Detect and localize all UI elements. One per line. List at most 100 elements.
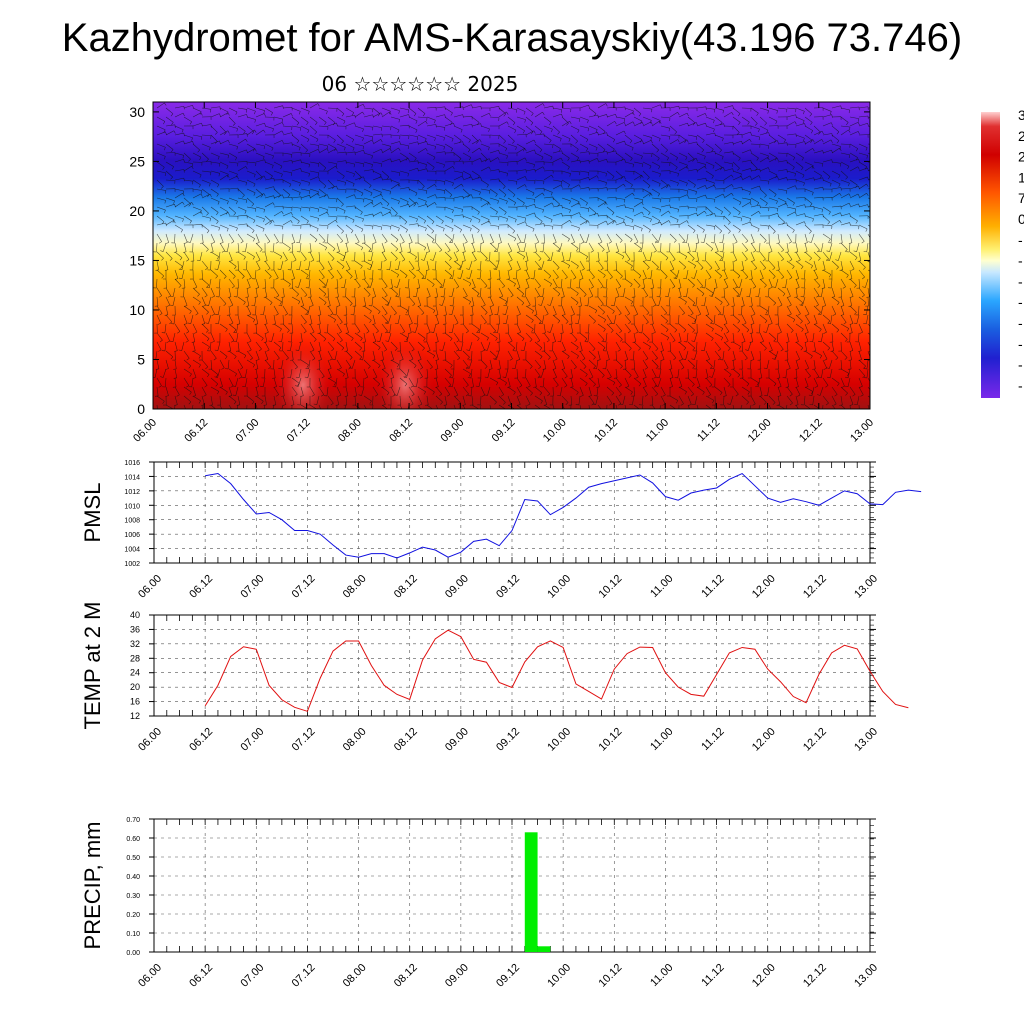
wind-barb-flag: [638, 275, 642, 279]
wind-barb: [192, 386, 196, 396]
wind-barb: [849, 323, 853, 333]
wind-barb: [489, 269, 492, 279]
wind-barb: [696, 113, 706, 118]
wind-barb: [201, 323, 209, 331]
wind-barb: [579, 197, 588, 204]
wind-barb: [345, 122, 355, 127]
wind-barb-flag: [810, 265, 813, 269]
wind-barb-flag: [630, 184, 633, 188]
wind-barb: [821, 242, 824, 252]
wind-barb: [687, 278, 695, 286]
wind-barb-flag: [750, 359, 755, 361]
wind-barb-flag: [398, 172, 401, 176]
wind-barb: [441, 296, 446, 306]
wind-barb: [381, 158, 391, 163]
wind-barb: [462, 314, 464, 324]
wind-barb: [840, 377, 845, 387]
wind-barb-flag: [855, 148, 858, 152]
wind-barb-flag: [741, 187, 743, 191]
wind-barb-flag: [600, 286, 604, 289]
wind-barb: [759, 125, 769, 131]
wind-barb-flag: [750, 131, 752, 136]
wind-barb: [660, 260, 662, 270]
wind-barb-flag: [660, 104, 662, 108]
wind-barb-flag: [729, 374, 732, 378]
wind-barb-flag: [303, 331, 307, 334]
wind-barb: [840, 260, 844, 270]
wind-barb-flag: [857, 131, 860, 135]
wind-barb: [714, 116, 723, 123]
wind-barb-flag: [390, 158, 392, 162]
wind-barb: [696, 233, 700, 243]
wind-barb: [255, 129, 264, 136]
wind-barb-flag: [206, 212, 209, 216]
wind-barb: [822, 314, 831, 322]
wind-barb-flag: [624, 159, 626, 163]
wind-barb-flag: [282, 194, 284, 198]
wind-barb: [687, 179, 696, 186]
wind-barb: [570, 184, 580, 190]
wind-barb: [831, 305, 837, 315]
wind-barb: [525, 251, 529, 261]
wind-barb: [192, 134, 202, 137]
wind-barb-flag: [432, 284, 435, 288]
wind-barb-flag: [666, 185, 669, 189]
wind-barb: [435, 134, 445, 138]
wind-barb: [605, 359, 608, 369]
wind-barb: [408, 341, 415, 350]
wind-barb: [209, 341, 212, 351]
wind-barb-flag: [211, 341, 215, 343]
wind-barb-flag: [759, 168, 761, 173]
wind-barb: [543, 125, 553, 130]
wind-barb-flag: [232, 394, 236, 396]
wind-barb-flag: [484, 312, 488, 315]
wind-barb-flag: [678, 296, 682, 298]
wind-barb: [162, 368, 167, 378]
wind-barb: [183, 386, 192, 393]
wind-barb-flag: [867, 359, 870, 361]
wind-barb-flag: [295, 349, 299, 351]
wind-barb: [714, 123, 724, 127]
wind-barb: [408, 359, 417, 366]
wind-barb-flag: [264, 323, 268, 325]
wind-barb: [642, 224, 651, 231]
wind-barb: [390, 368, 395, 378]
wind-barb: [723, 278, 729, 288]
wind-barb-flag: [812, 148, 815, 152]
wind-barb: [444, 143, 453, 149]
wind-barb-flag: [786, 341, 790, 343]
wind-barb: [813, 251, 821, 259]
wind-barb: [471, 287, 480, 294]
wind-barb: [758, 287, 761, 297]
wind-barb: [336, 359, 342, 368]
wind-barb-flag: [341, 113, 345, 117]
wind-barb: [516, 350, 521, 360]
wind-barb: [822, 206, 831, 213]
wind-barb: [496, 242, 500, 252]
wind-barb-flag: [874, 158, 876, 161]
wind-barb: [615, 197, 625, 200]
wind-barb: [804, 215, 814, 219]
wind-barb-flag: [836, 140, 840, 144]
wind-barb-flag: [517, 314, 521, 316]
wind-barb-flag: [251, 131, 255, 135]
wind-barb: [534, 251, 542, 259]
wind-barb: [534, 242, 537, 252]
wind-barb: [507, 197, 516, 203]
wind-barb: [318, 269, 325, 278]
wind-barb: [642, 116, 652, 121]
wind-barb: [291, 296, 301, 302]
wind-barb-flag: [239, 367, 243, 370]
wind-barb: [525, 260, 528, 270]
wind-barb: [570, 202, 580, 208]
wind-barb: [867, 133, 870, 136]
wind-barb: [435, 368, 438, 378]
wind-barb: [309, 341, 315, 351]
wind-barb: [372, 125, 382, 128]
wind-barb: [273, 122, 283, 127]
wind-barb-flag: [608, 241, 612, 244]
wind-barb: [534, 278, 541, 287]
wind-barb-flag: [164, 209, 166, 214]
wind-barb: [435, 215, 444, 222]
wind-barb-flag: [876, 119, 877, 122]
